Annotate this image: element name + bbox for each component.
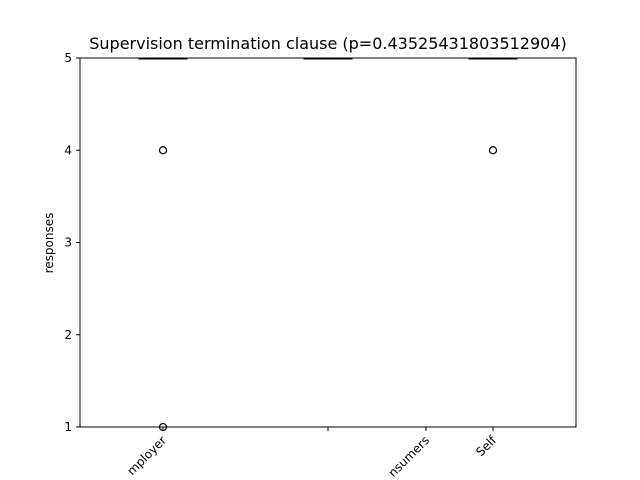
x-axis-ticks: mployer nsumers Self (124, 427, 500, 480)
plot-area-frame (79, 57, 577, 428)
y-tick-label: 1 (64, 420, 72, 434)
x-tick-label: mployer (124, 433, 169, 478)
y-axis-label: responses (42, 213, 56, 274)
outlier-point (158, 146, 168, 155)
y-tick-label: 4 (64, 143, 72, 157)
box-series (138, 57, 518, 432)
chart-title: Supervision termination clause (p=0.4352… (89, 34, 567, 53)
x-tick-label: nsumers (386, 433, 432, 479)
y-tick-label: 3 (64, 236, 72, 250)
x-tick-label: Self (473, 433, 499, 459)
y-tick-label: 5 (64, 51, 72, 65)
outlier-point (488, 146, 498, 155)
y-tick-label: 2 (64, 328, 72, 342)
y-axis-ticks: 1 2 3 4 5 (64, 51, 80, 434)
